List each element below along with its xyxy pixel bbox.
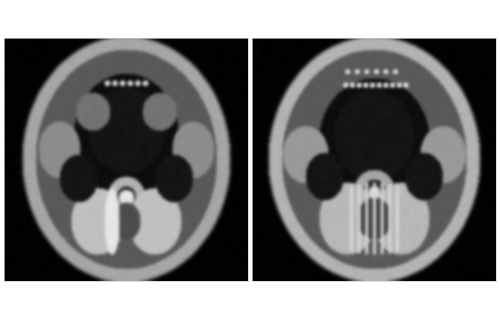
Text: A: A <box>12 45 23 60</box>
Text: B: B <box>260 45 271 60</box>
